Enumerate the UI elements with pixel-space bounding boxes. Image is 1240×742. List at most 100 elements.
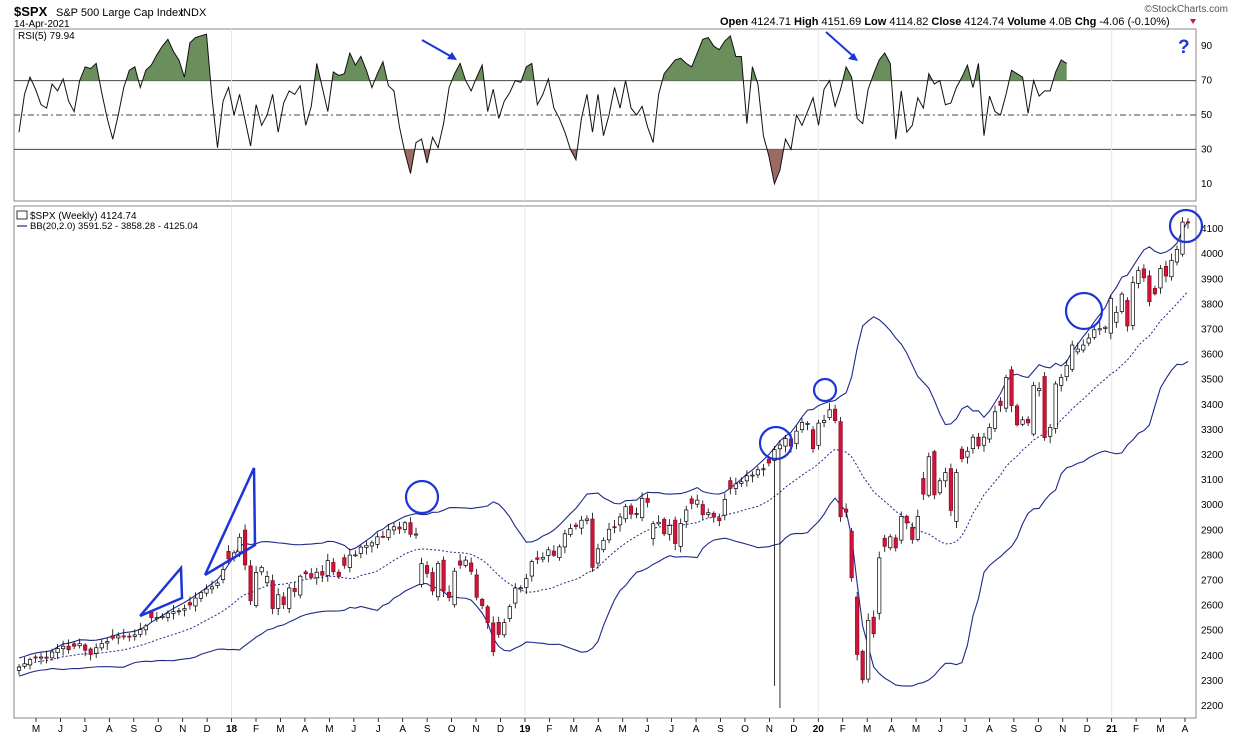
candle	[634, 507, 639, 519]
candle-body-up	[154, 617, 159, 619]
candle	[369, 540, 374, 553]
x-tick-label: N	[766, 724, 773, 735]
x-tick-label: N	[472, 724, 479, 735]
candle-body-up	[1048, 427, 1053, 437]
candle	[380, 530, 385, 539]
candle-body-down	[44, 656, 49, 659]
x-tick-label: 20	[813, 724, 825, 735]
candle-body-up	[314, 571, 319, 579]
candle-body-down	[844, 508, 849, 513]
candle	[314, 567, 319, 585]
candle	[507, 604, 512, 623]
candle	[474, 568, 479, 601]
candle-body-down	[469, 562, 474, 572]
candle	[38, 652, 44, 665]
candle-body-down	[121, 635, 126, 638]
candle-body-up	[452, 570, 457, 606]
candle-body-down	[1042, 376, 1047, 439]
candle-body-down	[838, 421, 843, 518]
candle	[1070, 340, 1075, 372]
candle	[1042, 372, 1047, 441]
candle	[1059, 373, 1064, 392]
candle-body-down	[998, 400, 1003, 406]
x-tick-label: A	[693, 724, 700, 735]
candle-body-down	[1125, 299, 1130, 327]
candle-body-up	[540, 557, 545, 560]
candle-body-down	[336, 571, 341, 577]
candle-body-up	[176, 610, 181, 613]
candle-body-up	[722, 499, 727, 516]
candle	[866, 613, 871, 683]
candle	[535, 550, 540, 565]
candle-body-down	[331, 562, 336, 573]
candle-body-up	[981, 436, 987, 446]
candle	[336, 569, 341, 579]
candle	[860, 649, 865, 684]
arrow-icon	[421, 39, 453, 58]
rsi-tick-label: 70	[1201, 76, 1213, 87]
x-tick-label: 18	[226, 724, 238, 735]
candle	[540, 552, 545, 563]
question-mark: ?	[1178, 37, 1190, 58]
x-tick-label: D	[204, 724, 211, 735]
quote-label: High	[791, 16, 822, 28]
candle-body-up	[1070, 344, 1075, 370]
candle-body-down	[629, 505, 634, 515]
candle-body-up	[1064, 365, 1069, 377]
price-grid	[231, 206, 1113, 718]
candle	[893, 534, 898, 552]
candle	[1108, 295, 1113, 340]
circle-highlight	[1064, 291, 1104, 331]
candle	[447, 585, 452, 602]
x-tick-label: 21	[1106, 724, 1118, 735]
candle-body-down	[270, 580, 275, 609]
arrow-icon	[825, 31, 854, 57]
candle-body-up	[827, 409, 832, 418]
candle	[1015, 403, 1020, 427]
candle-body-up	[651, 523, 656, 540]
candle-body-up	[94, 647, 99, 654]
candle	[364, 540, 369, 555]
price-tick-label: 2200	[1201, 701, 1224, 712]
candle	[138, 622, 143, 638]
candle-body-up	[750, 474, 755, 477]
candle	[849, 527, 854, 582]
candle-body-down	[226, 550, 231, 560]
candle-body-up	[568, 528, 573, 535]
candle-body-up	[287, 587, 292, 609]
x-tick-label: D	[1084, 724, 1091, 735]
quote-label: Open	[720, 16, 751, 28]
candle-body-down	[1185, 221, 1191, 224]
candle	[871, 610, 876, 638]
candle-body-down	[612, 526, 617, 529]
x-tick-label: A	[888, 724, 895, 735]
price-tick-label: 2900	[1201, 525, 1224, 536]
candle-body-up	[888, 536, 893, 549]
candle	[193, 592, 198, 612]
price-tick-label: 3900	[1201, 274, 1224, 285]
candle-body-up	[265, 576, 270, 584]
candle	[904, 514, 909, 530]
candle	[143, 623, 148, 636]
candle-body-up	[777, 444, 783, 450]
candle-body-down	[910, 526, 915, 540]
price-panel-frame	[13, 205, 1197, 719]
x-tick-label: F	[253, 724, 259, 735]
candle	[16, 664, 22, 676]
candle	[1163, 260, 1169, 283]
candle	[1003, 374, 1009, 413]
candle-body-down	[717, 517, 722, 522]
candle-body-up	[105, 641, 110, 644]
circle-highlight	[812, 377, 838, 403]
candle-body-up	[937, 480, 942, 494]
x-tick-label: M	[276, 724, 284, 735]
candle-body-up	[634, 513, 639, 515]
x-tick-label: F	[546, 724, 552, 735]
candle-body-up	[237, 536, 242, 553]
candle-body-down	[397, 526, 402, 530]
candle	[1147, 270, 1152, 307]
candle	[584, 515, 590, 525]
x-tick-label: M	[32, 724, 40, 735]
x-tick-label: D	[790, 724, 797, 735]
